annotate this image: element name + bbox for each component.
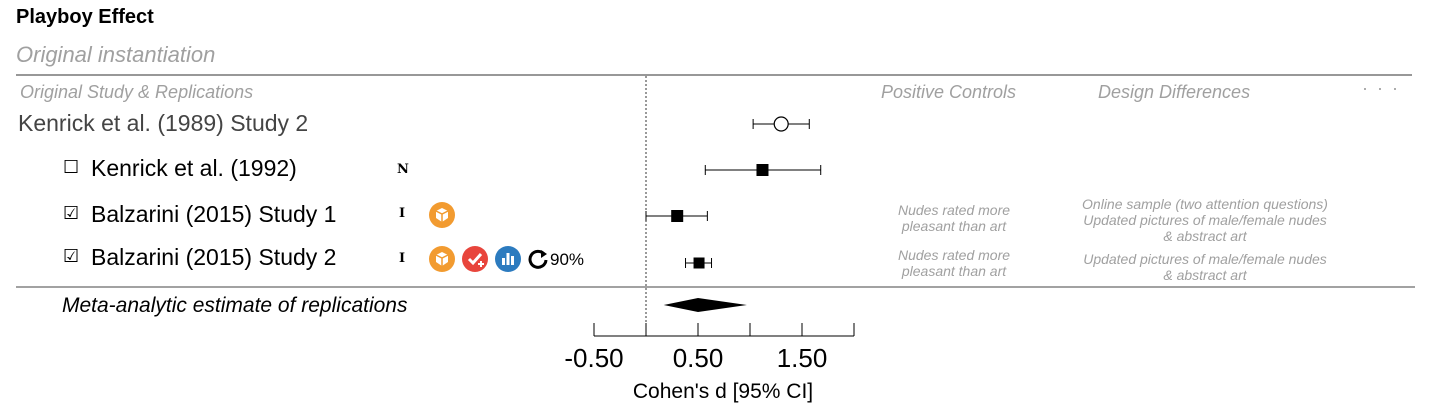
x-tick-label: -0.50	[564, 343, 623, 373]
study-type-badge: I	[399, 251, 406, 266]
replication-label: Kenrick et al. (1992)	[91, 155, 297, 181]
header-studies: Original Study & Replications	[20, 82, 254, 102]
x-tick-label: 0.50	[673, 343, 724, 373]
x-tick-label: 1.50	[777, 343, 828, 373]
page-subtitle: Original instantiation	[16, 42, 216, 67]
replication-point	[693, 257, 705, 269]
x-axis-label: Cohen's d [95% CI]	[632, 380, 814, 403]
open-materials-icon[interactable]	[428, 201, 456, 229]
meta-diamond	[663, 298, 747, 312]
meta-analysis-label: Meta-analytic estimate of replications	[62, 294, 408, 317]
replication-point	[756, 164, 769, 176]
header-design-differences: Design Differences	[1098, 82, 1251, 102]
original-study-label: Kenrick et al. (1989) Study 2	[18, 110, 309, 136]
checkbox-checked-icon[interactable]: ☑	[63, 246, 80, 267]
study-type-badge: N	[397, 162, 409, 177]
design-difference-note: Online sample (two attention questions) U…	[1082, 196, 1328, 244]
more-menu-button[interactable]: · · ·	[1362, 78, 1400, 98]
preregistered-icon[interactable]	[461, 245, 489, 273]
replication-label: Balzarini (2015) Study 2	[91, 244, 337, 270]
reproducibility-icon[interactable]	[527, 248, 549, 270]
open-data-icon[interactable]	[494, 245, 522, 273]
page-title: Playboy Effect	[16, 6, 154, 28]
reproducibility-percent: 90%	[550, 250, 585, 269]
open-materials-icon[interactable]	[428, 245, 456, 273]
checkbox-empty-icon[interactable]: ☐	[63, 157, 80, 178]
replication-label: Balzarini (2015) Study 1	[91, 201, 337, 227]
original-study-point	[773, 116, 789, 132]
positive-control-note: Nudes rated more pleasant than art	[897, 247, 1011, 279]
header-positive-controls: Positive Controls	[881, 82, 1017, 102]
replication-point	[671, 210, 684, 222]
study-type-badge: I	[399, 206, 406, 221]
positive-control-note: Nudes rated more pleasant than art	[897, 202, 1011, 234]
design-difference-note: Updated pictures of male/female nudes & a…	[1083, 251, 1327, 283]
checkbox-checked-icon[interactable]: ☑	[63, 203, 80, 224]
